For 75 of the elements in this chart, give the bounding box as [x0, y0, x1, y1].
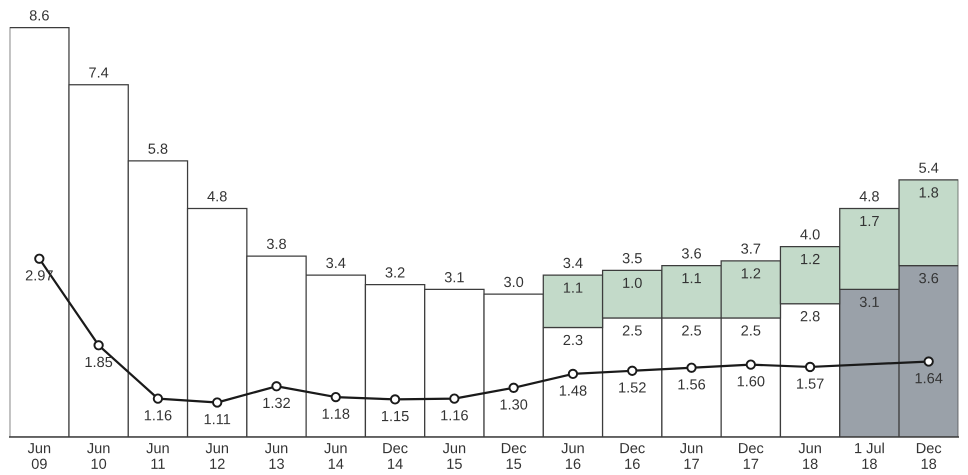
data-label: 2.8	[800, 311, 820, 322]
total-label: 3.7	[741, 243, 760, 254]
total-label: 3.4	[563, 258, 583, 268]
point	[212, 397, 222, 408]
total-label: 3.6	[682, 248, 702, 259]
point	[271, 381, 282, 392]
data-label: 3.6	[919, 272, 938, 284]
total-label: 8.6	[30, 10, 49, 21]
total-label: 3.8	[266, 238, 286, 250]
x-tick-label: Jun 14	[324, 443, 347, 469]
point	[627, 366, 638, 376]
data-label: 2.5	[741, 325, 760, 336]
data-label: 1.1	[564, 282, 582, 293]
point	[508, 382, 519, 393]
total-label: 3.0	[504, 276, 524, 288]
x-tick-label: Dec 16	[620, 443, 645, 469]
data-label: 2.3	[564, 334, 582, 346]
x-tick-label: Jun 11	[146, 443, 169, 469]
point	[152, 393, 164, 404]
point	[330, 392, 341, 402]
data-label: 1.0	[623, 278, 642, 288]
data-label: 1.2	[801, 254, 820, 264]
point	[746, 359, 756, 370]
point	[390, 394, 400, 405]
data-label: 2.5	[622, 325, 642, 336]
x-tick-label: Dec 17	[739, 443, 764, 469]
point	[686, 362, 697, 373]
point	[34, 254, 44, 264]
x-tick-label: Jun 09	[28, 443, 50, 469]
data-label: 1.57	[797, 378, 824, 389]
point	[924, 356, 934, 367]
data-label: 1.52	[619, 382, 646, 393]
total-label: 4.8	[860, 191, 879, 202]
x-tick-label: Jun 16	[561, 443, 584, 469]
data-label: 3.1	[860, 296, 879, 308]
total-label: 3.5	[622, 253, 642, 264]
total-label: 4.0	[800, 229, 820, 240]
data-label: 1.85	[86, 356, 112, 368]
x-tick-label: Jun 10	[87, 443, 110, 469]
data-label: 1.48	[560, 385, 586, 396]
x-tick-label: Jun 15	[442, 443, 466, 469]
data-label: 2.5	[682, 325, 702, 336]
data-label: 1.1	[682, 273, 701, 284]
data-label: 1.30	[500, 399, 528, 410]
x-tick-label: Dec 18	[916, 443, 942, 469]
x-tick-label: 1 Jul 18	[855, 442, 884, 469]
total-label: 5.8	[148, 144, 168, 154]
point	[568, 368, 578, 380]
data-label: 1.56	[678, 379, 706, 390]
total-label: 4.8	[207, 191, 227, 202]
data-label: 1.32	[263, 398, 290, 408]
data-label: 1.11	[204, 414, 230, 424]
data-label: 1.18	[322, 408, 350, 419]
point	[449, 393, 460, 404]
point	[93, 340, 104, 350]
total-label: 3.4	[326, 258, 346, 268]
data-label: 1.8	[920, 187, 938, 198]
data-label: 1.15	[382, 411, 409, 422]
x-tick-label: Jun 18	[798, 443, 821, 469]
x-tick-label: Jun 17	[680, 443, 702, 469]
data-label: 1.64	[916, 373, 942, 384]
total-label: 5.4	[919, 162, 938, 173]
data-label: 1.60	[738, 376, 764, 386]
total-label: 7.4	[89, 67, 108, 78]
data-label: 1.16	[144, 410, 172, 420]
data-label: 1.2	[742, 268, 760, 278]
total-label: 3.2	[385, 267, 404, 278]
x-tick-label: Jun 13	[264, 443, 288, 469]
x-tick-label: Dec 14	[383, 443, 408, 469]
data-label: 1.16	[441, 410, 468, 420]
x-tick-label: Dec 15	[502, 443, 526, 469]
point	[804, 362, 816, 372]
total-label: 3.1	[444, 272, 464, 282]
data-label: 1.7	[860, 216, 879, 226]
x-tick-label: Jun 12	[206, 443, 228, 469]
